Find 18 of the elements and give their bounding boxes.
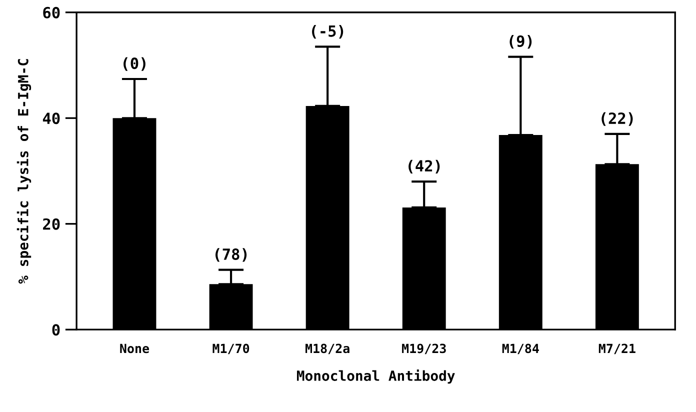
- x-tick-label: M18/2a: [306, 344, 350, 354]
- annotation: (42): [408, 160, 440, 174]
- y-tick-label: 0: [52, 324, 60, 336]
- x-tick-label: M7/21: [598, 344, 636, 354]
- x-tick-label: M19/23: [402, 344, 446, 354]
- annotation: (78): [215, 248, 247, 262]
- y-tick-label: 60: [43, 6, 60, 18]
- annotation: (0): [124, 57, 146, 71]
- annotation: (22): [602, 112, 633, 126]
- y-axis-title: % specific lysis of E-IgM-C: [16, 59, 32, 284]
- x-tick-label: None: [120, 344, 150, 354]
- y-tick-label: 40: [42, 112, 60, 124]
- x-tick-label: M1/70: [212, 344, 250, 354]
- annotation: (9): [510, 35, 532, 49]
- x-axis-title: Monoclonal Antibody: [296, 369, 455, 384]
- x-tick-label: M1/84: [502, 344, 539, 354]
- y-tick-label: 20: [43, 218, 60, 230]
- annotation: (-5): [312, 25, 344, 39]
